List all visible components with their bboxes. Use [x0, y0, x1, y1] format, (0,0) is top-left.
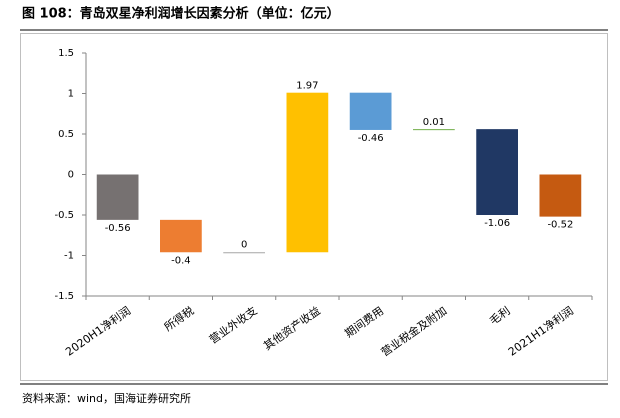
- x-tick-label: 2021H1净利润: [505, 303, 576, 358]
- bar: [413, 129, 455, 131]
- bar: [160, 219, 202, 253]
- x-tick-label: 营业税金及附加: [378, 303, 449, 359]
- bar: [476, 129, 518, 215]
- bar: [349, 92, 392, 130]
- x-tick-label: 所得税: [161, 303, 196, 333]
- value-label: -0.4: [171, 255, 191, 266]
- y-tick-label: -0.5: [54, 210, 74, 221]
- chart-frame: [20, 33, 608, 381]
- value-label: -0.52: [547, 220, 573, 231]
- x-tick-label: 毛利: [487, 304, 512, 327]
- y-tick-label: 0: [68, 170, 74, 181]
- value-label: 0.01: [423, 117, 445, 128]
- y-tick-label: 1: [68, 89, 74, 100]
- value-label: -0.46: [358, 133, 384, 144]
- chart-title: 图 108：青岛双星净利润增长因素分析（单位：亿元）: [22, 6, 340, 22]
- y-tick-label: -1: [64, 251, 74, 262]
- bar: [96, 174, 139, 220]
- y-tick-label: 1.5: [58, 48, 74, 59]
- source: 资料来源：wind，国海证券研究所: [22, 391, 191, 405]
- y-tick-label: -1.5: [54, 291, 74, 302]
- value-label: -1.06: [484, 218, 510, 229]
- value-label: 1.97: [296, 81, 318, 92]
- x-tick-label: 营业外收支: [206, 303, 259, 346]
- x-tick-label: 其他资产收益: [261, 303, 323, 352]
- bar: [223, 252, 265, 254]
- bar: [539, 174, 582, 217]
- bar: [286, 92, 329, 253]
- y-tick-label: 0.5: [58, 129, 74, 140]
- x-tick-label: 期间费用: [343, 304, 386, 340]
- x-tick-label: 2020H1净利润: [63, 303, 134, 358]
- value-label: 0: [241, 239, 247, 250]
- value-label: -0.56: [105, 223, 131, 234]
